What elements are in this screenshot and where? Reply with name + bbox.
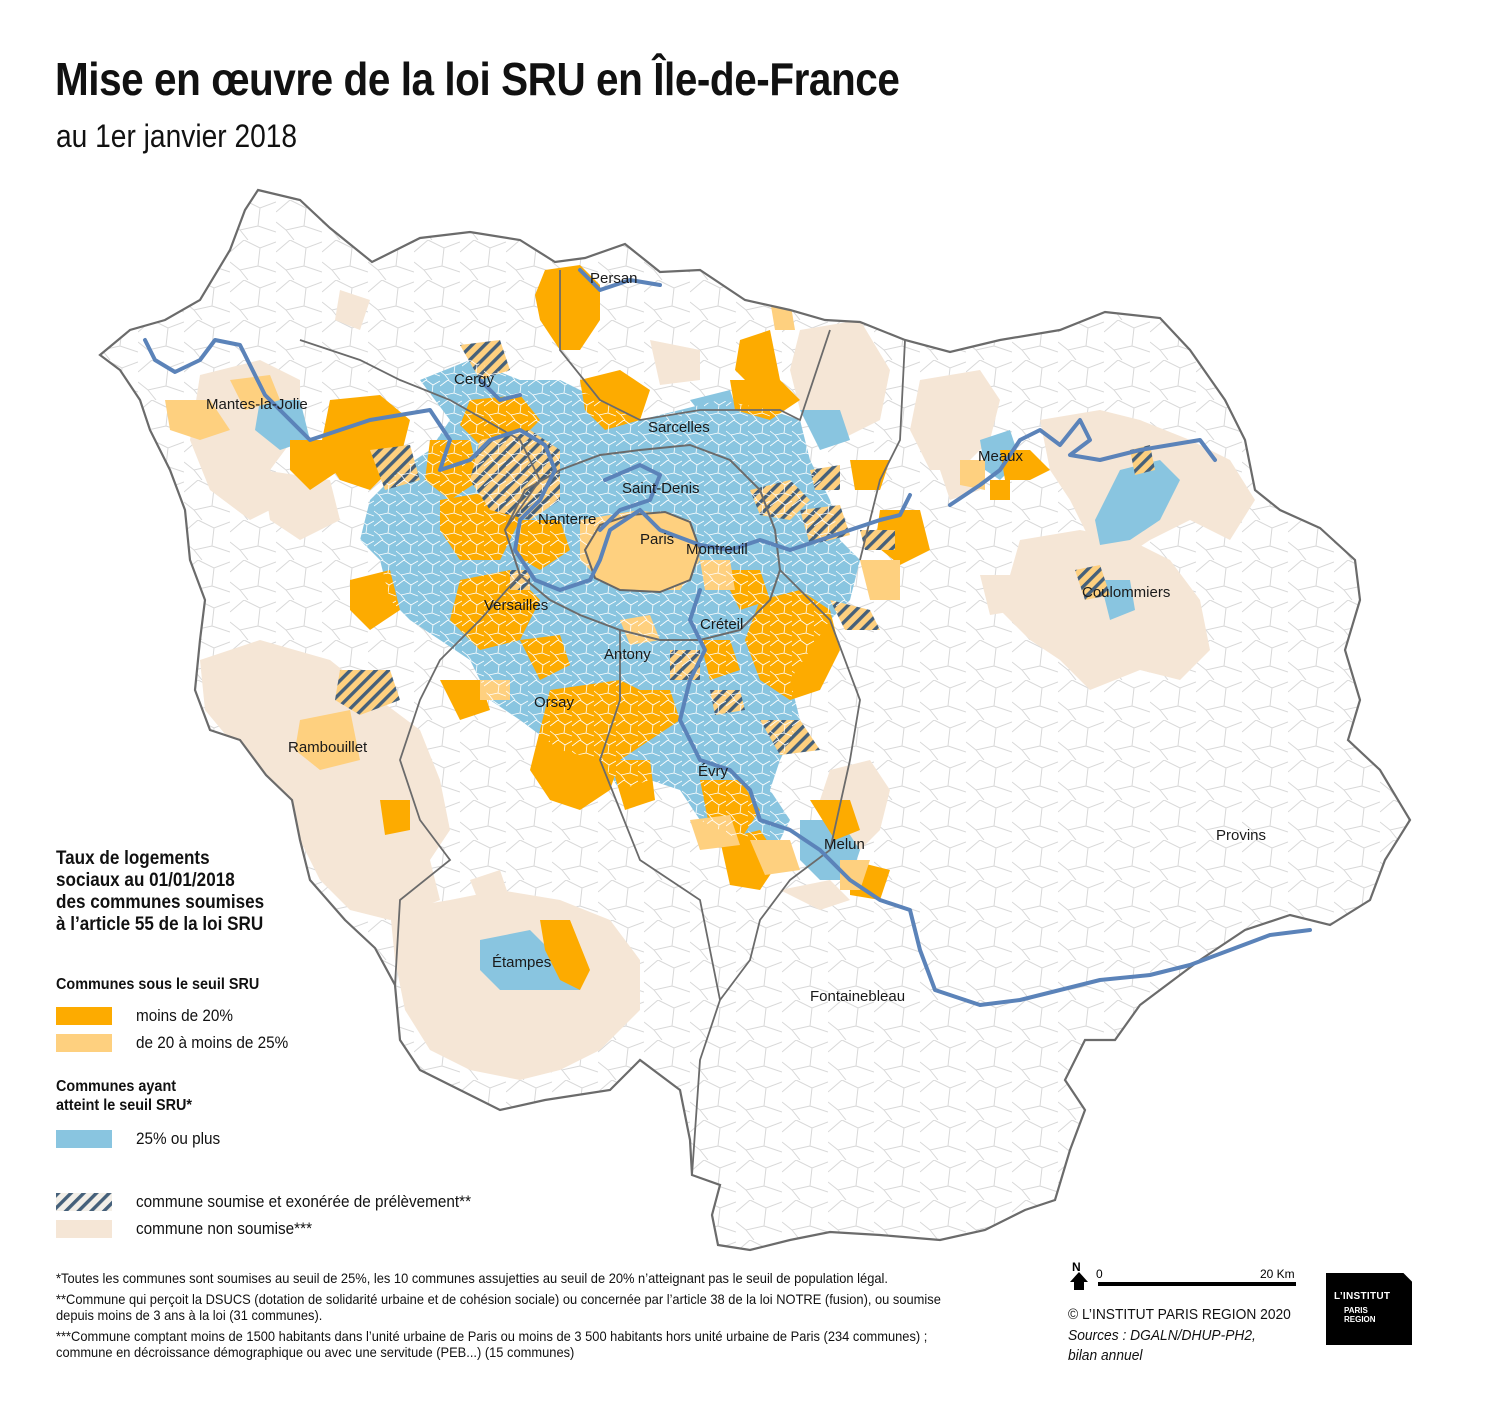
copyright: © L’INSTITUT PARIS REGION 2020 xyxy=(1068,1306,1291,1323)
legend-label: moins de 20% xyxy=(136,1006,233,1025)
city-label: Mantes-la-Jolie xyxy=(206,396,308,413)
paris-boundary xyxy=(583,510,702,594)
legend-label: 25% ou plus xyxy=(136,1129,221,1148)
city-label: Coulommiers xyxy=(1082,584,1170,601)
footnotes: *Toutes les communes sont soumises au se… xyxy=(56,1270,967,1365)
legend-title-line: à l’article 55 de la loi SRU xyxy=(56,914,264,935)
scale-start: 0 xyxy=(1096,1267,1103,1281)
legend-section-below: Communes sous le seuil SRU xyxy=(56,976,260,993)
institut-logo: L’INSTITUT PARIS REGION xyxy=(1326,1273,1412,1345)
department-borders xyxy=(299,270,906,1176)
city-label: Créteil xyxy=(700,616,743,633)
legend-section-line: Communes ayant xyxy=(56,1078,177,1095)
city-label: Versailles xyxy=(484,597,548,614)
legend-title-line: Taux de logements xyxy=(56,848,210,869)
legend-swatch-exempt xyxy=(56,1193,112,1211)
map-subtitle: au 1er janvier 2018 xyxy=(56,118,298,154)
city-label: Meaux xyxy=(978,448,1024,465)
city-label: Antony xyxy=(604,646,651,663)
legend-section-reached: Communes ayant atteint le seuil SRU* xyxy=(56,1077,192,1115)
legend-item-below-20: moins de 20% xyxy=(56,1006,244,1026)
footnote: *Toutes les communes sont soumises au se… xyxy=(56,1270,888,1286)
legend-swatch-not-subject xyxy=(56,1220,112,1238)
city-label: Saint-Denis xyxy=(622,480,700,497)
legend-title: Taux de logements sociaux au 01/01/2018 … xyxy=(56,848,264,936)
legend-swatch-25-plus xyxy=(56,1130,112,1148)
city-label: Sarcelles xyxy=(648,419,710,436)
legend-swatch-20-to-25 xyxy=(56,1034,112,1052)
scale-bar: N 0 20 Km xyxy=(1070,1260,1296,1290)
legend-item-not-subject: commune non soumise*** xyxy=(56,1219,332,1239)
legend-swatch-below-20 xyxy=(56,1007,112,1025)
city-label: Montreuil xyxy=(686,541,748,558)
city-label: Étampes xyxy=(492,954,551,971)
city-label: Cergy xyxy=(454,371,495,388)
logo-text: PARIS REGION xyxy=(1344,1306,1376,1324)
north-letter: N xyxy=(1072,1260,1081,1274)
logo-text-line: PARIS xyxy=(1344,1306,1368,1315)
city-label: Provins xyxy=(1216,827,1266,844)
map-title: Mise en œuvre de la loi SRU en Île-de-Fr… xyxy=(55,53,900,105)
legend-label: commune soumise et exonérée de prélèveme… xyxy=(136,1192,472,1211)
city-label: Orsay xyxy=(534,694,575,711)
city-label: Persan xyxy=(590,270,638,287)
footnote: ***Commune comptant moins de 1500 habita… xyxy=(56,1328,928,1360)
rivers xyxy=(143,268,1312,1007)
city-labels: Persan Cergy Mantes-la-Jolie Sarcelles M… xyxy=(206,270,1266,1005)
footnote: **Commune qui perçoit la DSUCS (dotation… xyxy=(56,1291,941,1323)
logo-text: L’INSTITUT xyxy=(1334,1291,1391,1302)
sources: Sources : DGALN/DHUP-PH2, bilan annuel xyxy=(1068,1327,1256,1364)
city-label: Nanterre xyxy=(538,511,596,528)
north-arrow-icon xyxy=(1070,1272,1088,1290)
city-label: Fontainebleau xyxy=(810,988,905,1005)
legend-title-line: des communes soumises xyxy=(56,892,265,913)
city-label: Évry xyxy=(698,763,729,780)
scale-end: 20 Km xyxy=(1260,1267,1295,1281)
legend-section-line: atteint le seuil SRU* xyxy=(56,1097,193,1114)
city-label: Rambouillet xyxy=(288,739,368,756)
city-label: Melun xyxy=(824,836,865,853)
legend-item-25-plus: 25% ou plus xyxy=(56,1129,230,1149)
logo-text-line: REGION xyxy=(1344,1315,1376,1324)
legend-label: de 20 à moins de 25% xyxy=(136,1033,289,1052)
legend-item-exempt: commune soumise et exonérée de prélèveme… xyxy=(56,1192,508,1212)
scale-line xyxy=(1098,1282,1296,1286)
legend-item-20-to-25: de 20 à moins de 25% xyxy=(56,1033,305,1053)
legend-title-line: sociaux au 01/01/2018 xyxy=(56,870,235,891)
legend-label: commune non soumise*** xyxy=(136,1219,313,1238)
city-label: Paris xyxy=(640,531,674,548)
